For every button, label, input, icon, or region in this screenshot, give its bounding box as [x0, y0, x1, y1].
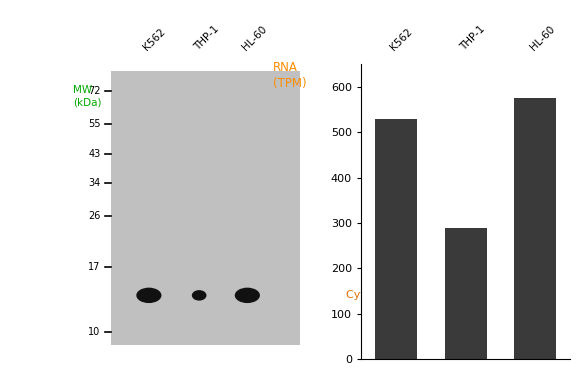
Text: K562: K562: [142, 26, 168, 53]
Text: THP-1: THP-1: [192, 24, 221, 53]
Text: RNA
(TPM): RNA (TPM): [273, 61, 307, 90]
Bar: [514, 98, 556, 359]
Text: 55: 55: [88, 119, 101, 129]
Text: 17: 17: [88, 262, 101, 272]
Text: THP-1: THP-1: [459, 24, 487, 53]
Text: 26: 26: [88, 211, 101, 220]
Ellipse shape: [235, 288, 260, 303]
Text: HL-60: HL-60: [528, 24, 557, 53]
Text: MW
(kDa): MW (kDa): [73, 85, 102, 107]
Text: HL-60: HL-60: [240, 24, 269, 53]
Ellipse shape: [136, 288, 161, 303]
Text: K562: K562: [389, 26, 414, 53]
Bar: [445, 228, 487, 359]
Bar: [375, 119, 417, 359]
Text: Cytochrome C: Cytochrome C: [346, 290, 425, 301]
Text: 72: 72: [88, 87, 101, 96]
Ellipse shape: [192, 290, 207, 301]
Text: 34: 34: [88, 178, 101, 188]
Text: 10: 10: [88, 327, 101, 337]
Text: 43: 43: [88, 149, 101, 159]
